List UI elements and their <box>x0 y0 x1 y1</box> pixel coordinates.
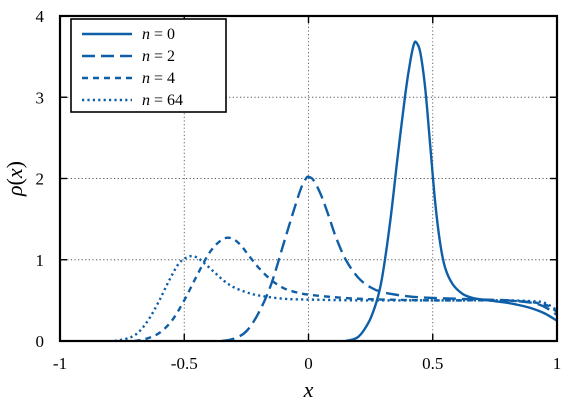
x-tick-label: 0 <box>304 354 313 373</box>
legend: n = 0n = 2n = 4n = 64 <box>70 18 227 113</box>
x-tick-label: 0.5 <box>422 354 443 373</box>
legend-var: n <box>142 26 150 43</box>
legend-label-1: n = 2 <box>142 48 175 65</box>
y-tick-label: 1 <box>36 251 45 270</box>
legend-label-3: n = 64 <box>142 92 183 109</box>
legend-items: n = 0n = 2n = 4n = 64 <box>82 26 183 109</box>
axis-tick-labels: -1 -0.5 0 0.5 1 0 1 2 3 4 <box>36 7 562 373</box>
x-axis-label: x <box>303 377 314 402</box>
legend-eq: = 64 <box>150 92 183 109</box>
x-tick-label: -1 <box>53 354 67 373</box>
legend-var: n <box>142 70 150 87</box>
y-tick-label: 2 <box>36 170 45 189</box>
series-line-0 <box>345 40 558 343</box>
x-tick-label: -0.5 <box>171 354 198 373</box>
y-tick-label: 0 <box>36 332 45 351</box>
x-tick-label: 1 <box>553 354 562 373</box>
y-axis-label: ρ(x) <box>2 161 27 197</box>
legend-eq: = 0 <box>150 26 175 43</box>
y-axis-label-close: ) <box>2 161 27 168</box>
legend-eq: = 4 <box>150 70 175 87</box>
legend-eq: = 2 <box>150 48 175 65</box>
series-line-1 <box>221 175 558 343</box>
y-axis-label-open: ( <box>2 178 27 185</box>
series-line-2 <box>134 236 558 343</box>
y-axis-label-var: x <box>2 168 27 179</box>
legend-label-2: n = 4 <box>142 70 175 87</box>
series-line-3 <box>114 254 558 343</box>
y-tick-label: 4 <box>36 7 45 26</box>
legend-var: n <box>142 48 150 65</box>
plot-area <box>114 40 558 343</box>
legend-label-0: n = 0 <box>142 26 175 43</box>
legend-var: n <box>142 92 150 109</box>
y-tick-label: 3 <box>36 88 45 107</box>
y-axis-label-symbol: ρ <box>2 185 27 197</box>
